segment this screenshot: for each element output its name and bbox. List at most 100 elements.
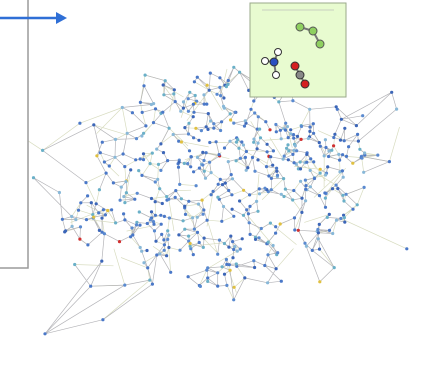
node [123, 284, 126, 287]
node [356, 203, 359, 206]
node [220, 120, 223, 123]
node [307, 137, 310, 140]
node [269, 222, 272, 225]
node [300, 125, 303, 128]
node [216, 271, 219, 274]
node [180, 140, 183, 143]
node [363, 151, 366, 154]
node [285, 147, 288, 150]
node [299, 180, 302, 183]
node [323, 191, 326, 194]
node [276, 251, 279, 254]
node [363, 186, 366, 189]
node [297, 229, 300, 232]
node [271, 164, 274, 167]
node [166, 159, 169, 162]
node [123, 218, 126, 221]
node [106, 209, 109, 212]
node [356, 133, 359, 136]
node [216, 253, 219, 256]
node [247, 212, 250, 215]
node [166, 229, 169, 232]
node [196, 231, 199, 234]
node [218, 86, 221, 89]
node [148, 279, 151, 282]
node [167, 198, 170, 201]
node [164, 79, 167, 82]
node [342, 199, 345, 202]
node [113, 156, 116, 159]
node [286, 143, 289, 146]
molecule-inset [250, 3, 346, 97]
node [341, 169, 344, 172]
node [318, 280, 321, 283]
node [225, 284, 228, 287]
node [154, 200, 157, 203]
node [282, 177, 285, 180]
node [78, 122, 81, 125]
node [221, 183, 224, 186]
node [92, 123, 95, 126]
node [101, 231, 104, 234]
node [150, 210, 153, 213]
node [242, 143, 245, 146]
node [258, 187, 261, 190]
node [136, 192, 139, 195]
node [242, 189, 245, 192]
node [89, 285, 92, 288]
node [167, 246, 170, 249]
node [163, 249, 166, 252]
node [135, 223, 138, 226]
node [333, 266, 336, 269]
node [142, 132, 145, 135]
node [235, 159, 238, 162]
node [316, 228, 319, 231]
node [142, 261, 145, 264]
node [212, 190, 215, 193]
node [152, 121, 155, 124]
node [205, 125, 208, 128]
node [279, 129, 282, 132]
node [114, 221, 117, 224]
node [293, 161, 296, 164]
node [340, 118, 343, 121]
side-panel [0, 0, 28, 268]
node [32, 176, 35, 179]
node [272, 149, 275, 152]
node [100, 260, 103, 263]
node [280, 193, 283, 196]
node [335, 105, 338, 108]
node [206, 280, 209, 283]
node [101, 141, 104, 144]
node [319, 145, 322, 148]
node [339, 217, 342, 220]
node [101, 318, 104, 321]
node [305, 245, 308, 248]
node [209, 119, 212, 122]
node [327, 149, 330, 152]
node [123, 165, 126, 168]
node [152, 223, 155, 226]
node [328, 213, 331, 216]
node [202, 208, 205, 211]
node [243, 276, 246, 279]
node [98, 188, 101, 191]
node [41, 149, 44, 152]
node [405, 247, 408, 250]
edges [25, 58, 407, 320]
node [192, 136, 195, 139]
node [229, 235, 232, 238]
node [286, 125, 289, 128]
node [351, 162, 354, 165]
node [212, 127, 215, 130]
node [134, 158, 137, 161]
node [275, 130, 278, 133]
node [182, 219, 185, 222]
node [187, 235, 190, 238]
node [130, 226, 133, 229]
node [168, 127, 171, 130]
node [227, 189, 230, 192]
node [335, 219, 338, 222]
node [189, 165, 192, 168]
node [73, 263, 76, 266]
